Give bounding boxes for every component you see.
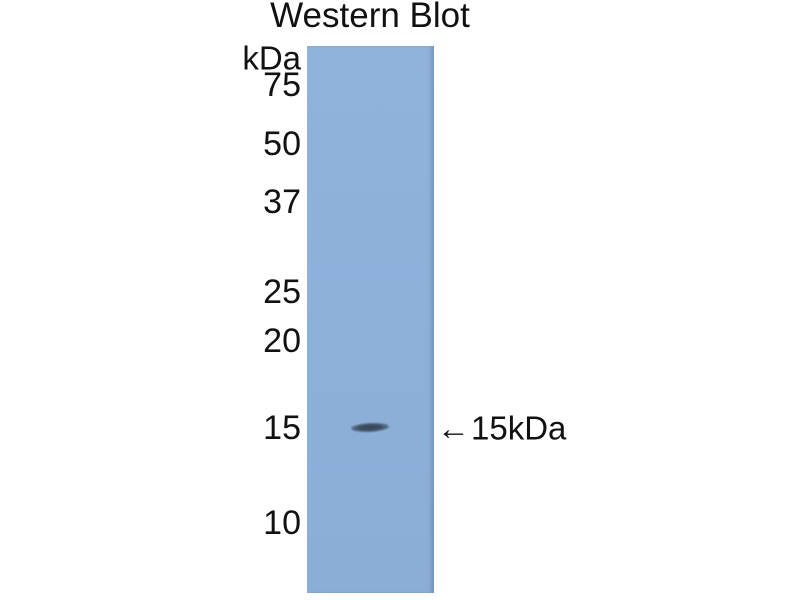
protein-band [350,422,390,433]
ladder-marker-15: 15 [263,409,301,447]
ladder-marker-50: 50 [263,125,301,163]
unit-label-kda: kDa [242,39,301,77]
ladder-marker-25: 25 [263,273,301,311]
ladder-marker-37: 37 [263,183,301,221]
left-arrow-icon: ← [437,409,471,447]
ladder-marker-75: 75 [263,66,301,104]
ladder-labels: kDa 75 50 37 25 20 15 10 [0,0,301,600]
band-annotation-label: 15kDa [471,409,567,447]
ladder-marker-10: 10 [263,504,301,542]
figure-title: Western Blot [270,0,470,35]
blot-membrane-lane [307,46,434,593]
ladder-marker-20: 20 [263,322,301,360]
band-annotation: ←15kDa [437,412,566,445]
